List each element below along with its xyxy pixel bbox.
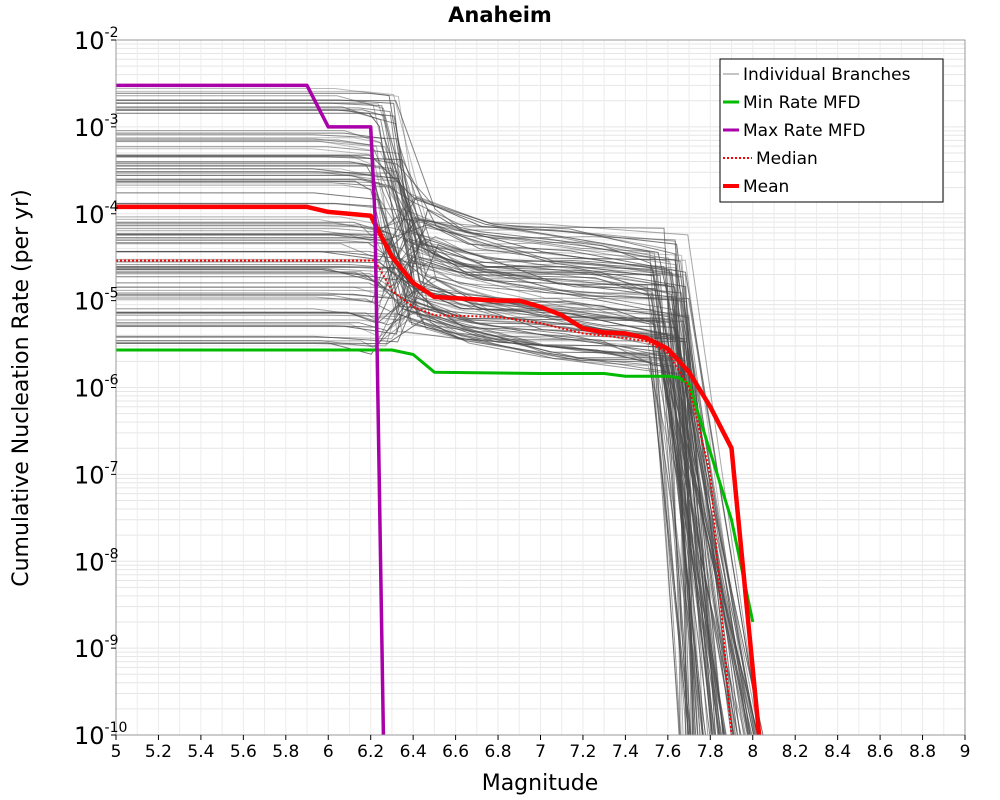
branch-line — [116, 182, 695, 736]
x-tick-label: 7 — [535, 742, 546, 762]
branch-line — [116, 141, 716, 736]
y-tick-label: 10-3 — [74, 112, 119, 142]
branch-line — [116, 266, 758, 736]
branch-line — [116, 202, 690, 736]
branch-line — [116, 140, 746, 736]
branch-line — [116, 261, 712, 736]
y-tick-label: 10-9 — [74, 633, 119, 663]
x-tick-label: 8.6 — [867, 742, 894, 762]
branch-line — [116, 102, 745, 736]
branch-line — [116, 99, 692, 736]
branch-line — [116, 299, 739, 736]
chart-title: Anaheim — [448, 3, 552, 27]
x-tick-label: 5.6 — [230, 742, 257, 762]
branch-line — [116, 154, 764, 736]
branch-line — [116, 279, 752, 736]
x-tick-label: 6.6 — [442, 742, 469, 762]
branch-line — [116, 155, 691, 736]
series-line-median — [116, 259, 733, 736]
y-tick-label: 10-8 — [74, 546, 119, 576]
branch-line — [116, 156, 755, 736]
branch-line — [116, 197, 741, 736]
branch-line — [116, 134, 748, 736]
branch-line — [116, 88, 742, 736]
branch-line — [116, 208, 724, 736]
branch-line — [116, 92, 713, 736]
legend-label-median: Median — [756, 149, 818, 169]
branch-line — [116, 180, 714, 736]
branch-line — [116, 139, 713, 736]
y-tick-label: 10-5 — [74, 286, 119, 316]
legend-label-max: Max Rate MFD — [743, 121, 865, 141]
branch-line — [116, 305, 724, 736]
branch-line — [116, 217, 755, 736]
x-tick-label: 6 — [323, 742, 334, 762]
x-tick-label: 7.2 — [569, 742, 596, 762]
branch-line — [116, 112, 759, 736]
branch-line — [116, 178, 711, 736]
legend-label-min: Min Rate MFD — [743, 93, 861, 113]
x-tick-label: 6.8 — [485, 742, 512, 762]
x-tick-label: 7.8 — [697, 742, 724, 762]
x-tick-label: 7.4 — [612, 742, 639, 762]
branch-line — [116, 155, 715, 736]
branch-line — [116, 235, 696, 736]
branch-line — [116, 209, 734, 736]
branch-line — [116, 318, 691, 736]
y-tick-label: 10-2 — [74, 25, 119, 55]
branch-line — [116, 146, 726, 736]
branch-line — [116, 319, 742, 736]
x-axis-label: Magnitude — [482, 771, 599, 796]
branch-line — [116, 291, 749, 736]
legend-label-branches: Individual Branches — [743, 65, 911, 85]
branch-line — [116, 230, 753, 736]
x-tick-label: 5.4 — [187, 742, 214, 762]
branch-line — [116, 109, 681, 736]
y-tick-label: 10-6 — [74, 373, 119, 403]
x-tick-label: 5.2 — [145, 742, 172, 762]
branch-line — [116, 161, 732, 736]
x-tick-label: 7.6 — [654, 742, 681, 762]
series-layer — [116, 83, 762, 736]
x-tick-label: 8.2 — [782, 742, 809, 762]
branch-line — [116, 193, 684, 736]
branch-line — [116, 216, 701, 736]
y-axis-label: Cumulative Nucleation Rate (per yr) — [9, 189, 34, 587]
series-line-min-rate-mfd — [116, 348, 755, 623]
x-tick-label: 5.8 — [272, 742, 299, 762]
branch-line — [116, 226, 719, 736]
branch-line — [116, 239, 701, 736]
y-tick-label: 10-4 — [74, 199, 119, 229]
legend: Individual Branches Min Rate MFD Max Rat… — [719, 58, 944, 203]
y-tick-label: 10-7 — [74, 459, 119, 489]
legend-label-mean: Mean — [743, 177, 789, 197]
x-tick-label: 8.8 — [909, 742, 936, 762]
branch-line — [116, 219, 682, 736]
branches-layer — [116, 88, 764, 736]
branch-line — [116, 102, 697, 736]
x-tick-label: 6.2 — [357, 742, 384, 762]
branch-line — [116, 259, 688, 736]
legend-box — [719, 58, 944, 203]
branch-line — [116, 243, 716, 736]
axis-layer: 5 5.2 5.4 5.6 5.8 6 6.2 6.4 6.6 6.8 7 7.2 7.4 7.6 7.8 8… — [74, 25, 970, 762]
y-tick-label: 10-10 — [74, 720, 127, 750]
x-tick-label: 6.4 — [400, 742, 427, 762]
x-tick-label: 8 — [747, 742, 758, 762]
x-tick-label: 9 — [960, 742, 971, 762]
branch-line — [116, 238, 704, 736]
branch-line — [116, 221, 751, 736]
branch-line — [116, 171, 723, 736]
x-tick-label: 8.4 — [824, 742, 851, 762]
x-tick-label: 5 — [111, 742, 122, 762]
series-line-max-rate-mfd — [116, 83, 386, 736]
